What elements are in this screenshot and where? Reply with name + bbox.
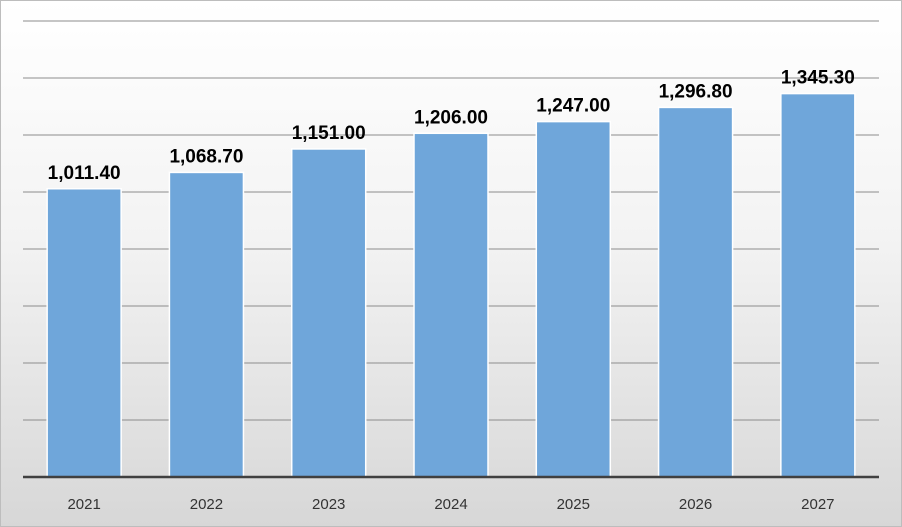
data-label-2026: 1,296.80	[659, 81, 733, 102]
bar-2025	[535, 120, 612, 478]
bar-2026	[657, 106, 734, 478]
x-tick-label-2027: 2027	[801, 496, 834, 513]
data-label-2025: 1,247.00	[536, 96, 610, 117]
x-tick-label-2021: 2021	[67, 496, 100, 513]
bar-2023	[290, 148, 367, 478]
x-tick-label-2022: 2022	[190, 496, 223, 513]
x-tick-label-2026: 2026	[679, 496, 712, 513]
data-label-2024: 1,206.00	[414, 107, 488, 128]
bar-2021	[46, 188, 122, 478]
x-tick-label-2023: 2023	[312, 496, 345, 513]
data-label-2021: 1,011.40	[48, 163, 121, 184]
data-label-2027: 1,345.30	[781, 68, 855, 89]
x-tick-label-2025: 2025	[557, 496, 590, 513]
data-label-2022: 1,068.70	[169, 146, 243, 167]
bars	[46, 92, 856, 478]
bar-2022	[168, 171, 245, 478]
data-label-2023: 1,151.00	[292, 123, 366, 144]
bar-2024	[413, 132, 489, 478]
bar-2027	[780, 92, 856, 478]
x-axis: 2021 2022 2023 2024 2025 2026 2027	[23, 475, 879, 513]
data-labels: 1,011.40 1,068.70 1,151.00 1,206.00 1,247.00…	[48, 68, 855, 184]
x-tick-label-2024: 2024	[434, 496, 467, 513]
